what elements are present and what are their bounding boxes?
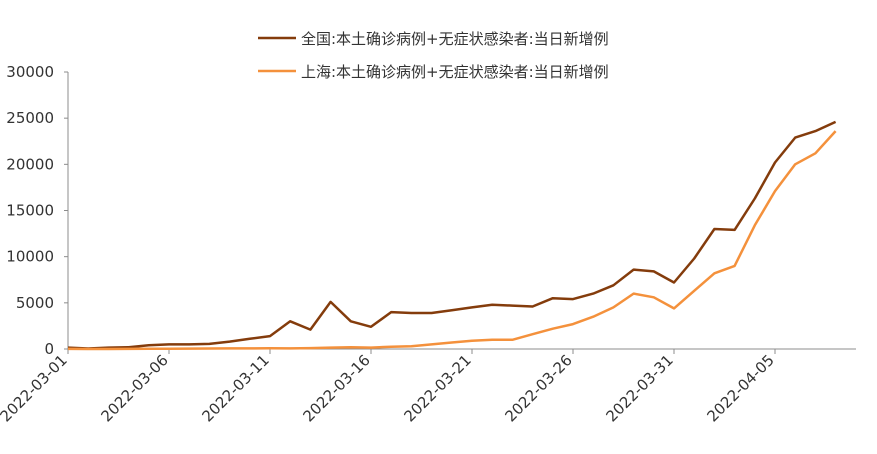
y-tick-label: 10000 <box>6 248 54 266</box>
x-ticks: 2022-03-01 2022-03-06 2022-03-11 2022-03-16… <box>0 349 778 425</box>
series-line-shanghai <box>67 130 837 351</box>
legend-label-shanghai: 上海:本土确诊病例+无症状感染者:当日新增例 <box>301 63 609 81</box>
x-tick-label: 2022-03-11 <box>198 351 272 425</box>
y-tick-label: 30000 <box>6 63 54 81</box>
x-tick-label: 2022-03-06 <box>97 351 171 425</box>
y-tick-label: 0 <box>44 340 54 358</box>
x-tick-label: 2022-03-16 <box>299 351 373 425</box>
y-ticks: 0 5000 10000 15000 20000 25000 30000 <box>6 63 68 358</box>
x-tick-label: 2022-03-01 <box>0 351 71 425</box>
axes <box>67 72 856 350</box>
legend: 全国:本土确诊病例+无症状感染者:当日新增例 上海:本土确诊病例+无症状感染者:… <box>258 30 609 81</box>
x-tick-label: 2022-03-21 <box>400 351 474 425</box>
series-group <box>67 120 837 351</box>
y-tick-label: 20000 <box>6 155 54 173</box>
y-tick-label: 5000 <box>16 294 54 312</box>
y-tick-label: 25000 <box>6 109 54 127</box>
x-tick-label: 2022-04-05 <box>703 351 777 425</box>
x-tick-label: 2022-03-26 <box>501 351 575 425</box>
series-line-national <box>67 120 837 350</box>
x-tick-label: 2022-03-31 <box>602 351 676 425</box>
legend-label-national: 全国:本土确诊病例+无症状感染者:当日新增例 <box>301 30 609 48</box>
y-tick-label: 15000 <box>6 202 54 220</box>
